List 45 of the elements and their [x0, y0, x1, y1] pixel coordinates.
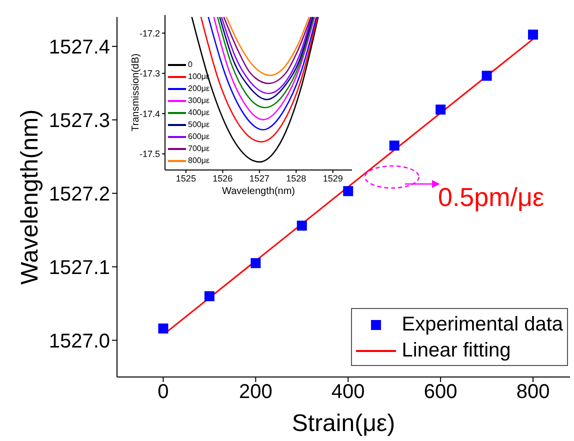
- y-axis-title: Wavelength(nm): [16, 109, 44, 285]
- legend-label: 600με: [188, 132, 210, 141]
- point: [204, 291, 214, 302]
- y-tick-label: -17.2: [139, 28, 160, 38]
- x-axis-title: Wavelength(nm): [221, 186, 296, 197]
- legend-label: 300με: [188, 96, 210, 105]
- x-tick-label: 1528: [286, 173, 306, 184]
- y-tick-label: 1527.0: [48, 330, 110, 352]
- annotation: 0.5pm/με: [438, 182, 544, 212]
- x-tick-label: 1527: [249, 173, 270, 184]
- y-tick-label: 1527.4: [48, 36, 110, 58]
- y-tick-label: -17.4: [139, 108, 160, 119]
- point: [158, 324, 168, 334]
- point: [389, 140, 400, 151]
- point: [250, 258, 261, 268]
- x-tick-label: 1526: [212, 173, 233, 184]
- line-series: [223, 16, 312, 84]
- y-tick-label: 1527.2: [48, 183, 110, 206]
- legend-label: 500με: [188, 120, 210, 129]
- point: [436, 104, 446, 115]
- legend-label: Linear fitting: [402, 340, 511, 362]
- x-axis-title: Strain(με): [290, 410, 396, 438]
- point: [343, 186, 354, 196]
- point: [482, 70, 492, 81]
- y-axis-title: Transmission(dB): [130, 54, 142, 132]
- x-tick-label: 400: [331, 381, 365, 404]
- x-tick-label: 200: [238, 381, 272, 404]
- point: [528, 30, 538, 40]
- x-tick-label: 1525: [176, 173, 196, 184]
- y-tick-label: -17.3: [139, 68, 160, 79]
- x-tick-label: 1529: [322, 173, 343, 184]
- legend-label: 400με: [188, 108, 210, 117]
- y-tick-label: 1527.1: [48, 256, 110, 279]
- legend-label: 200με: [188, 84, 210, 93]
- y-tick-label: -17.5: [139, 149, 160, 160]
- x-tick-label: 800: [516, 381, 550, 404]
- legend-label: 0: [188, 60, 192, 69]
- x-tick-label: 0: [158, 381, 169, 404]
- legend-label: 800με: [188, 156, 210, 165]
- point: [296, 220, 307, 231]
- legend-label: Experimental data: [402, 314, 563, 336]
- x-tick-label: 600: [424, 381, 458, 404]
- legend-label: 700με: [188, 144, 210, 153]
- line-series: [226, 16, 310, 76]
- y-tick-label: 1527.3: [48, 110, 110, 132]
